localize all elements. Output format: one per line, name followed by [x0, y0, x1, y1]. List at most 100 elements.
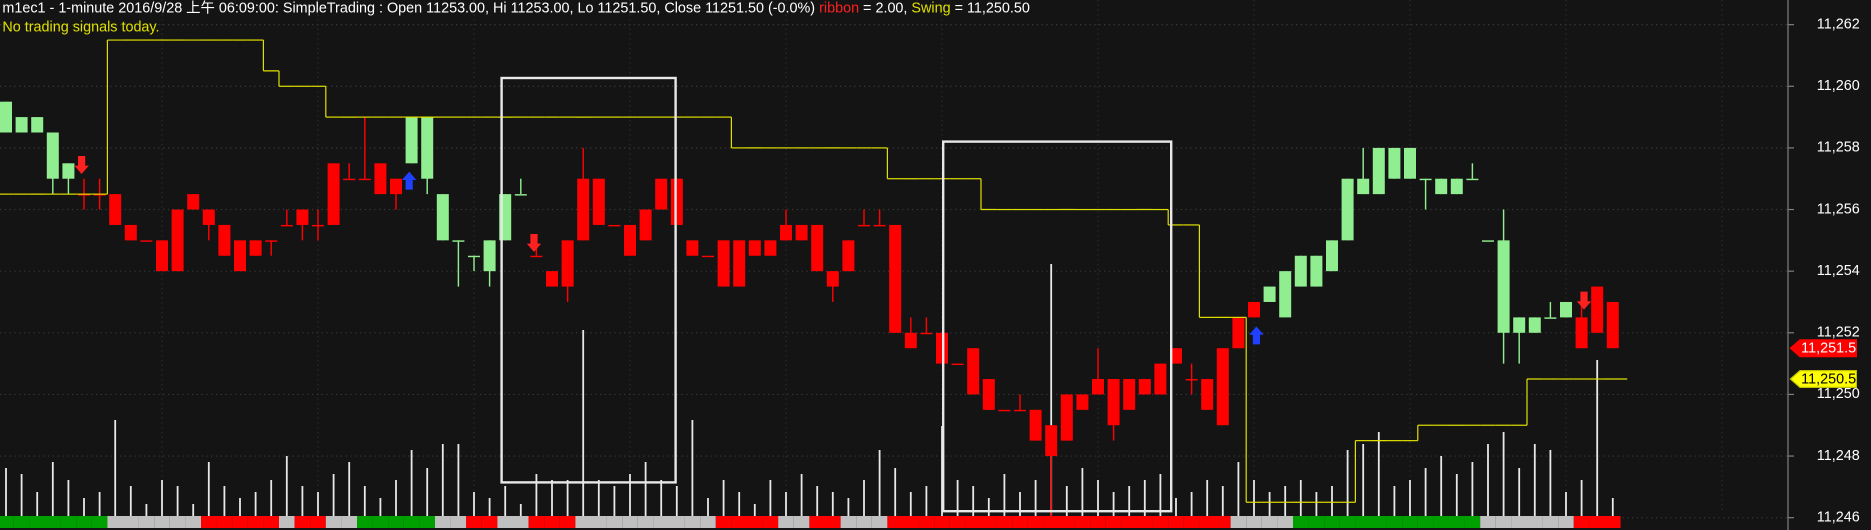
candle-body [1497, 240, 1510, 333]
candle-body [46, 132, 59, 179]
ribbon-segment [934, 515, 950, 528]
ribbon-segment [13, 515, 30, 528]
candle-body [1403, 147, 1416, 179]
price-tag-label: 11,251.5 [1801, 341, 1856, 357]
candle-body [358, 178, 371, 181]
ribbon-segment [1043, 515, 1059, 528]
ribbon-segment [653, 515, 669, 528]
ribbon-segment [1370, 515, 1387, 528]
candle-body [764, 240, 777, 256]
candle-body [296, 209, 309, 225]
y-tick-label: 11,254 [1817, 263, 1860, 279]
candle-body [982, 379, 995, 410]
candle-body [421, 117, 434, 179]
candle-body [1372, 147, 1385, 195]
ribbon-segment [1433, 515, 1449, 528]
candle-body [499, 194, 512, 241]
candle-body [904, 332, 917, 349]
ribbon-segment [341, 515, 358, 528]
ribbon-segment [247, 515, 264, 528]
candle-body [1559, 301, 1572, 318]
y-axis: 11,246 11,248 11,250 11,252 11,254 11,256 11,2… [1787, 16, 1860, 525]
candle-body [857, 224, 870, 227]
sell-arrow [1576, 291, 1592, 310]
ribbon-segment [466, 515, 482, 528]
ribbon-segment [684, 515, 701, 528]
ribbon-segment [606, 515, 623, 528]
ribbon-segment [1074, 515, 1091, 528]
candle-body [514, 194, 527, 196]
ribbon-segment [778, 515, 794, 528]
candle-body [187, 194, 200, 210]
candle-body [577, 178, 590, 241]
candle-body [1013, 409, 1026, 412]
ribbon-segment [1292, 515, 1309, 528]
candle-body [951, 363, 964, 366]
swing-layer [0, 39, 1628, 503]
candle-body [1060, 394, 1073, 441]
ribbon-segment [965, 515, 981, 528]
candle-body [795, 224, 808, 241]
candle-body [93, 194, 106, 196]
candle-body [265, 240, 278, 242]
ribbon-segment [809, 515, 825, 528]
candle-body [468, 255, 481, 258]
candle-body [1325, 240, 1338, 272]
ribbon-segment [1199, 515, 1215, 528]
candle-body [592, 178, 605, 225]
highlight-box [941, 140, 1173, 513]
buy-arrow [402, 171, 417, 190]
candle-body [717, 240, 730, 287]
candle-body [1310, 255, 1323, 287]
ribbon-segment [279, 515, 295, 528]
candle-body [78, 194, 91, 196]
candle-body [1107, 379, 1120, 426]
candle-body [701, 255, 714, 258]
candle-body [1091, 379, 1104, 395]
candle-body [1419, 178, 1432, 181]
ribbon-segment [1230, 515, 1247, 528]
candle-body [15, 117, 28, 133]
y-tick-label: 11,256 [1817, 201, 1860, 217]
ribbon-segment [1058, 515, 1075, 528]
candle-body [234, 240, 247, 272]
title-text: m1ec1 - 1-minute 2016/9/28 上午 06:09:00: … [2, 0, 819, 16]
ribbon-segment [1339, 515, 1356, 528]
ribbon-segment [887, 515, 903, 528]
ribbon-name: ribbon [819, 0, 859, 16]
ribbon-segment [637, 515, 654, 528]
ribbon-segment [1573, 515, 1590, 528]
candle-body [530, 255, 543, 258]
candle-body [779, 224, 792, 241]
candle-body [327, 163, 340, 225]
ribbon-segment [1604, 515, 1621, 528]
candle-body [1123, 379, 1136, 410]
candle-body [171, 209, 184, 272]
candle-body [1481, 240, 1494, 242]
ribbon-segment [731, 515, 747, 528]
candle-body [1544, 317, 1557, 319]
ribbon-segment [669, 515, 685, 528]
ribbon-segment [232, 515, 248, 528]
candle-body [218, 224, 231, 256]
ribbon-segment [1012, 515, 1028, 528]
ribbon-segment [1526, 515, 1543, 528]
ribbon-segment [388, 515, 404, 528]
candle-body [1247, 301, 1260, 318]
candle-body [826, 271, 839, 287]
ribbon-segment [1417, 515, 1434, 528]
candle-body [748, 240, 761, 256]
buy-arrow [1249, 326, 1264, 345]
candle-body [1294, 255, 1307, 287]
ribbon-segment [840, 515, 857, 528]
ribbon-segment [856, 515, 872, 528]
candle-body [686, 240, 699, 256]
candle-body [280, 224, 293, 227]
ribbon-segment [481, 515, 498, 528]
ribbon-segment [1542, 515, 1559, 528]
ribbon-segment [419, 515, 436, 528]
candle-body [1279, 271, 1292, 318]
ribbon-segment [403, 515, 420, 528]
